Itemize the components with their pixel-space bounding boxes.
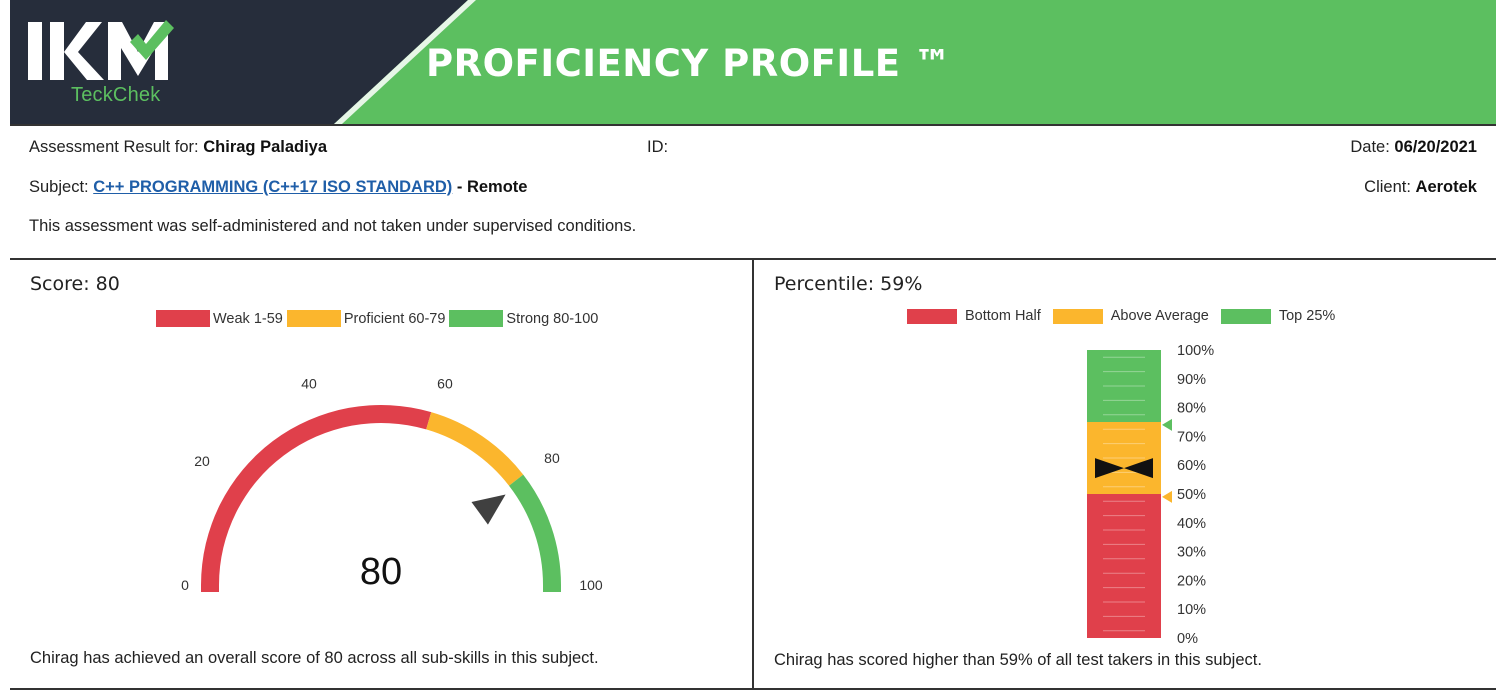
bullet-marker-1 <box>1162 490 1172 503</box>
bullet-tick-label: 80% <box>1177 401 1206 417</box>
legend-item-proficient: Proficient 60-79 <box>286 310 446 327</box>
legend-label-top-25: Top 25% <box>1278 308 1336 324</box>
gauge-tick-label: 40 <box>301 375 317 391</box>
logo-subtitle: TeckChek <box>71 84 161 106</box>
percentile-summary: Chirag has scored higher than 59% of all… <box>774 651 1262 669</box>
gauge-tick-label: 60 <box>437 375 453 391</box>
assessment-info: Assessment Result for: Chirag Paladiya I… <box>10 124 1496 260</box>
legend-item-bottom-half: Bottom Half <box>907 308 1041 324</box>
legend-swatch-weak <box>156 310 210 327</box>
percentile-legend: Bottom Half Above Average Top 25% <box>907 308 1347 324</box>
bottom-divider <box>10 688 1496 690</box>
percentile-bullet: 0% 10% 20% 30% 40% 50% 60% 70% 80% 90% 100% <box>1087 343 1214 647</box>
legend-label-bottom-half: Bottom Half <box>965 308 1041 324</box>
date-row: Date: 06/20/2021 <box>1350 138 1477 157</box>
legend-item-top-25: Top 25% <box>1220 308 1336 324</box>
id-row: ID: <box>647 138 668 157</box>
bullet-tick-label: 70% <box>1177 429 1206 445</box>
bullet-band-1 <box>1087 422 1161 494</box>
legend-swatch-top-25 <box>1220 308 1271 324</box>
legend-item-strong: Strong 80-100 <box>449 310 598 327</box>
gauge-tick-label: 80 <box>544 450 560 466</box>
score-gauge: 0 20 40 60 80 100 80 <box>181 375 603 593</box>
percentile-title: Percentile: 59% <box>774 273 923 295</box>
gauge-foot-1 <box>543 585 561 592</box>
bullet-band-2 <box>1087 350 1161 422</box>
page-title: PROFICIENCY PROFILE ™ <box>426 42 952 85</box>
subject-suffix: - Remote <box>456 178 528 196</box>
gauge-tick-label: 100 <box>579 577 603 593</box>
legend-label-above-average: Above Average <box>1110 308 1209 324</box>
bullet-tick-label: 100% <box>1177 343 1214 359</box>
legend-swatch-above-average <box>1052 308 1103 324</box>
date-value: 06/20/2021 <box>1394 138 1477 156</box>
bullet-tick-label: 30% <box>1177 545 1206 561</box>
score-title: Score: 80 <box>30 273 120 295</box>
subject-row: Subject: C++ PROGRAMMING (C++17 ISO STAN… <box>29 178 527 197</box>
legend-item-above-average: Above Average <box>1052 308 1209 324</box>
legend-swatch-bottom-half <box>907 308 957 324</box>
legend-swatch-strong <box>449 310 504 327</box>
bullet-tick-label: 10% <box>1177 602 1206 618</box>
score-legend: Weak 1-59 Proficient 60-79 Strong 80-100 <box>156 310 602 327</box>
ikm-logo <box>28 20 174 80</box>
bullet-tick-label: 60% <box>1177 458 1206 474</box>
gauge-value: 80 <box>360 551 402 593</box>
bullet-band-0 <box>1087 494 1161 638</box>
gauge-band-0 <box>201 405 432 585</box>
candidate-name: Chirag Paladiya <box>203 138 328 156</box>
bullet-tick-label: 0% <box>1177 631 1198 647</box>
candidate-row: Assessment Result for: Chirag Paladiya <box>29 138 327 157</box>
gauge-band-2 <box>509 474 561 585</box>
client-row: Client: Aerotek <box>1364 178 1477 197</box>
bullet-tick-label: 40% <box>1177 516 1206 532</box>
id-label: ID: <box>647 138 669 156</box>
legend-label-weak: Weak 1-59 <box>213 310 283 327</box>
report-header: TeckChek PROFICIENCY PROFILE ™ <box>10 0 1496 124</box>
client-value: Aerotek <box>1415 178 1477 196</box>
bullet-tick-label: 20% <box>1177 573 1206 589</box>
gauge-tick-label: 0 <box>181 577 189 593</box>
legend-label-proficient: Proficient 60-79 <box>343 310 446 327</box>
bullet-tick-label: 50% <box>1177 487 1206 503</box>
gauge-tick-label: 20 <box>194 453 210 469</box>
bullet-value-marker-left <box>1095 458 1124 479</box>
gauge-foot-0 <box>201 585 219 592</box>
percentile-panel: Percentile: 59% Bottom Half Above Averag… <box>754 260 1496 690</box>
subject-label: Subject: <box>29 178 89 196</box>
score-panel: Score: 80 Weak 1-59 Proficient 60-79 Str… <box>10 260 754 690</box>
gauge-band-1 <box>426 412 524 486</box>
bullet-value-marker-right <box>1124 458 1153 479</box>
legend-item-weak: Weak 1-59 <box>156 310 283 327</box>
supervision-note: This assessment was self-administered an… <box>29 217 637 235</box>
subject-link[interactable]: C++ PROGRAMMING (C++17 ISO STANDARD) <box>93 178 453 196</box>
bullet-marker-0 <box>1162 418 1172 431</box>
legend-swatch-proficient <box>286 310 341 327</box>
score-summary: Chirag has achieved an overall score of … <box>30 649 599 667</box>
bullet-tick-label: 90% <box>1177 372 1206 388</box>
legend-label-strong: Strong 80-100 <box>506 310 599 327</box>
date-label: Date: <box>1350 138 1390 156</box>
gauge-pointer <box>471 494 506 525</box>
client-label: Client: <box>1364 178 1411 196</box>
result-label: Assessment Result for: <box>29 138 199 156</box>
